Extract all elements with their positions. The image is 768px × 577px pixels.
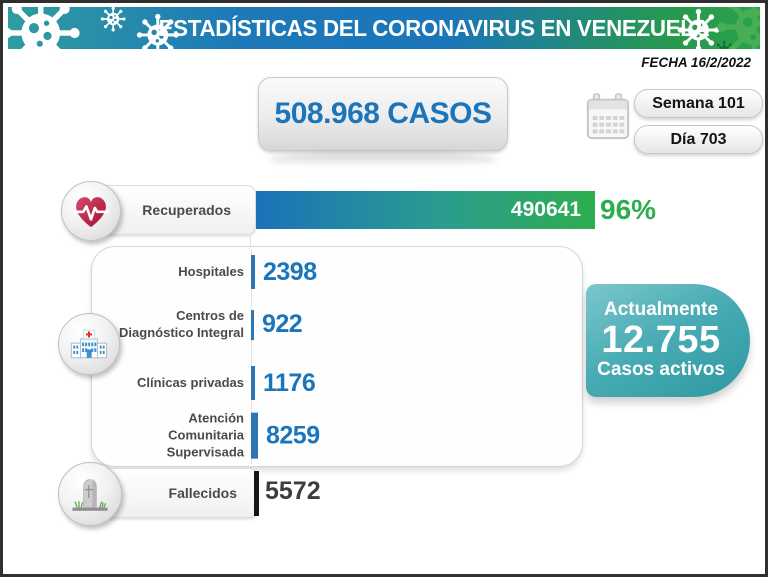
week-badge: Semana 101 <box>634 89 763 118</box>
facility-label: Clínicas privadas <box>137 374 244 390</box>
recovered-icon-circle <box>61 181 121 241</box>
hospital-icon-circle <box>58 313 120 375</box>
facilities-panel: Hospitales 2398 Centros de Diagnóstico I… <box>91 246 583 467</box>
active-cases-box: Actualmente 12.755 Casos activos <box>586 284 750 397</box>
facility-label: Centros de Diagnóstico Integral <box>119 308 244 340</box>
tombstone-icon <box>72 479 108 511</box>
facility-value: 2398 <box>263 257 317 286</box>
facility-label: Hospitales <box>178 263 244 279</box>
recovered-label: Recuperados <box>142 202 231 218</box>
facility-row-atencion: Atención Comunitaria Supervisada 8259 <box>92 411 582 462</box>
facilities-divider <box>251 249 252 464</box>
recovered-value: 490641 <box>510 198 581 221</box>
facility-row-clinicas: Clínicas privadas 1176 <box>92 366 582 400</box>
facility-row-cdi: Centros de Diagnóstico Integral 922 <box>92 308 582 342</box>
virus-decoration-icons <box>8 7 760 49</box>
facility-mini-bar <box>251 412 258 459</box>
deaths-label: Fallecidos <box>168 485 237 501</box>
deaths-mini-bar <box>254 471 259 516</box>
active-cases-value: 12.755 <box>601 318 721 361</box>
facility-value: 922 <box>262 310 303 339</box>
facility-row-hospitales: Hospitales 2398 <box>92 255 582 289</box>
facility-mini-bar <box>251 366 255 400</box>
active-cases-subtitle: Casos activos <box>597 359 725 381</box>
calendar-icon <box>586 93 630 140</box>
day-badge: Día 703 <box>634 125 763 154</box>
total-cases-box: 508.968 CASOS <box>258 77 508 151</box>
page-title: ESTADÍSTICAS DEL CORONAVIRUS EN VENEZUEL… <box>158 14 710 41</box>
facility-label: Atención Comunitaria Supervisada <box>166 410 244 460</box>
deaths-value: 5572 <box>265 477 321 505</box>
recovered-bar: 490641 <box>256 191 595 229</box>
facility-mini-bar <box>251 255 255 289</box>
date-label: FECHA 16/2/2022 <box>641 55 751 70</box>
header-banner: ESTADÍSTICAS DEL CORONAVIRUS EN VENEZUEL… <box>8 7 760 49</box>
facility-value: 1176 <box>263 368 316 397</box>
facility-mini-bar <box>251 310 254 340</box>
hospital-icon <box>70 329 108 359</box>
deaths-label-box: Fallecidos <box>100 468 258 518</box>
axis-line <box>250 236 251 246</box>
total-cases-value: 508.968 CASOS <box>274 97 492 130</box>
facility-value: 8259 <box>266 421 320 450</box>
active-cases-title: Actualmente <box>603 298 719 320</box>
recovered-percent: 96% <box>600 194 657 225</box>
recovered-label-box: Recuperados <box>100 185 256 235</box>
deaths-icon-circle <box>58 462 122 526</box>
heart-ecg-icon <box>72 197 110 228</box>
